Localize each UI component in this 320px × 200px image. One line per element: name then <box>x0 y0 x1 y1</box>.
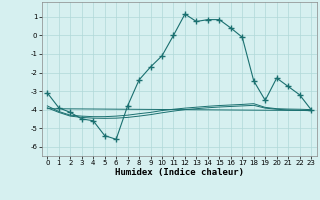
X-axis label: Humidex (Indice chaleur): Humidex (Indice chaleur) <box>115 168 244 177</box>
